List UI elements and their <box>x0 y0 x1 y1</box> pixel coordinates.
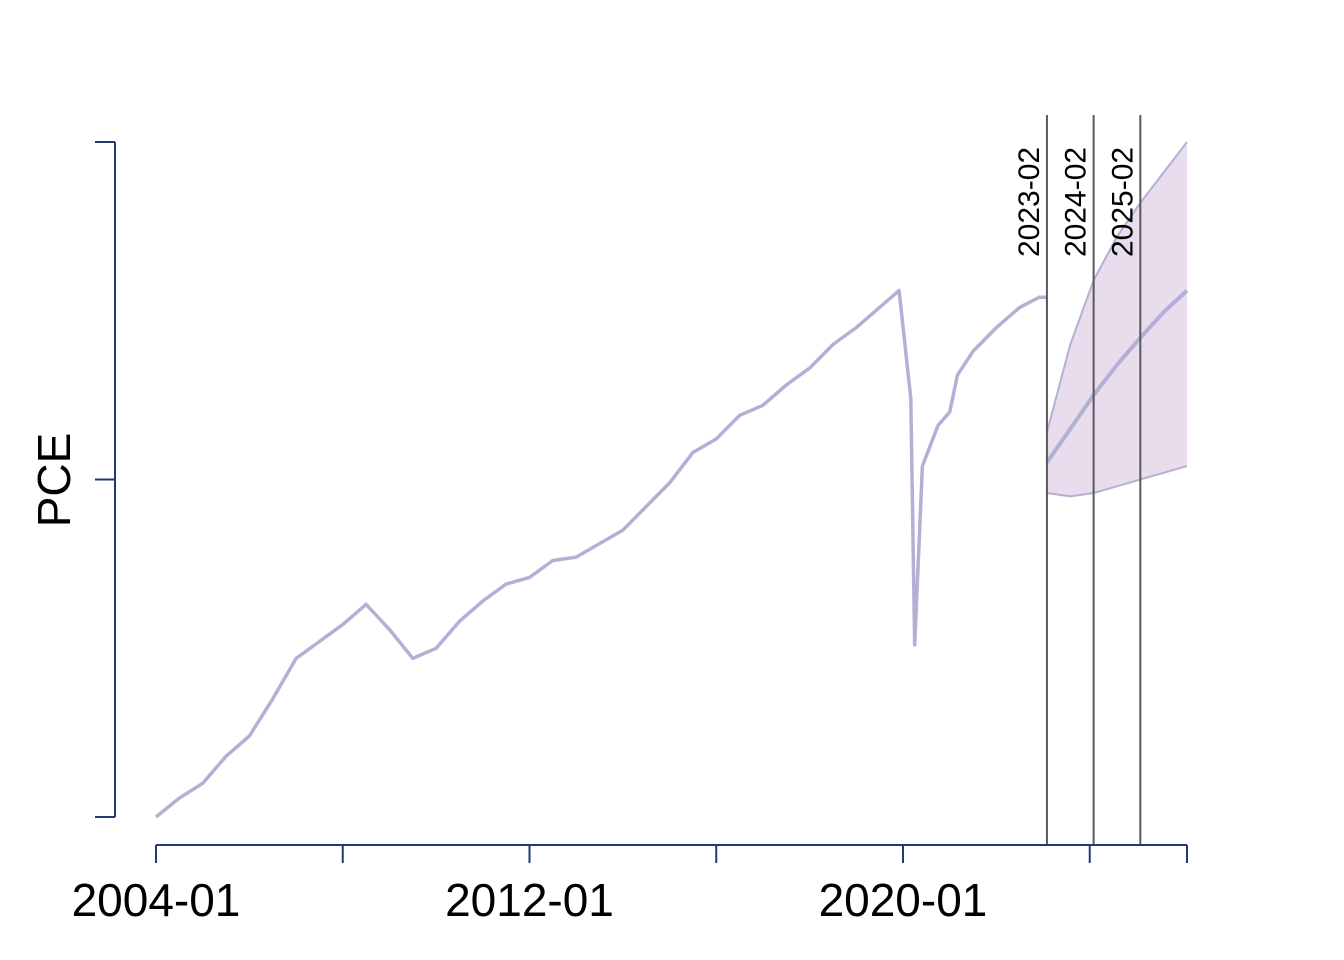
forecast-upper-bound <box>1045 141 1188 433</box>
forecast-lower-bound <box>1046 465 1188 498</box>
x-tick-label: 2004-01 <box>72 874 241 926</box>
marker-label-2024-02: 2024-02 <box>1060 147 1093 257</box>
forecast-interval-layer <box>1045 141 1188 498</box>
marker-label-2023-02: 2023-02 <box>1013 147 1046 257</box>
x-tick-label: 2012-01 <box>445 874 614 926</box>
axes-layer: 2004-01 2012-01 2020-01 <box>72 141 1188 926</box>
observed-line <box>154 288 1047 819</box>
series-layer <box>154 288 1189 819</box>
y-axis-label: PCE <box>28 433 80 528</box>
vertical-markers-layer: 2023-02 2024-02 2025-02 <box>1013 115 1142 845</box>
marker-label-2025-02: 2025-02 <box>1106 147 1139 257</box>
forecast-line <box>1045 289 1189 464</box>
x-tick-label: 2020-01 <box>819 874 988 926</box>
forecast-interval-band <box>1046 142 1187 497</box>
